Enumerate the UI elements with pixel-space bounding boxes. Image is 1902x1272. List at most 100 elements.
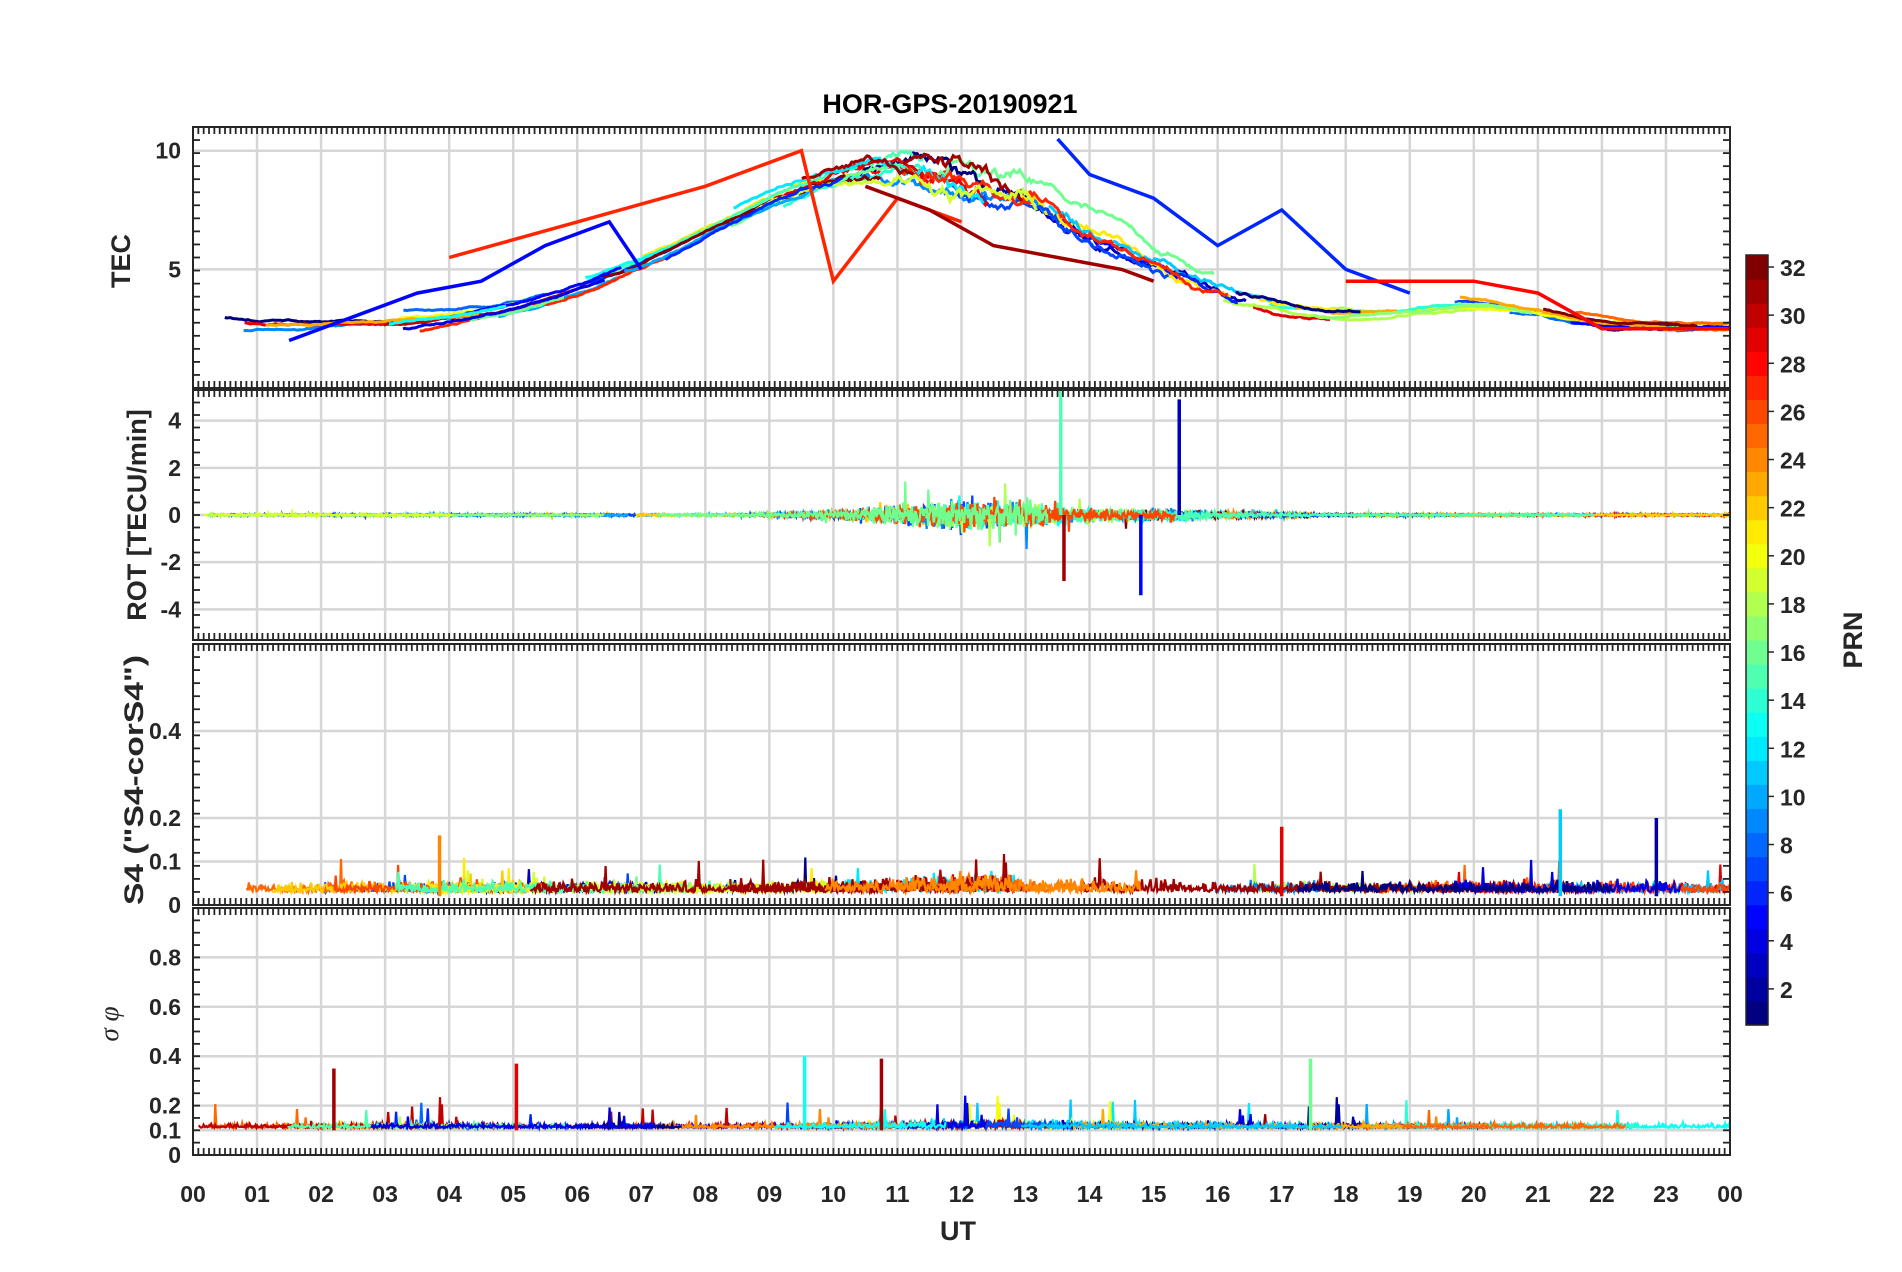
tec-trace (1027, 189, 1229, 298)
tec-trace (1235, 291, 1361, 314)
sigma-ylabel: σ φ (94, 1006, 124, 1041)
sigma-y-ticks: 00.10.2 0.4 0.6 0.8 (149, 944, 181, 1168)
rot-traces (204, 390, 1731, 596)
colorbar-swatch (1746, 952, 1768, 978)
tec-trace (469, 296, 565, 322)
x-tick-label: 07 (628, 1181, 654, 1207)
colorbar-tick-label: 6 (1780, 881, 1793, 907)
y-tick-label: 0 (168, 892, 181, 918)
colorbar-tick-label: 12 (1780, 736, 1806, 762)
tec-series (1056, 137, 1411, 295)
colorbar-swatch (1746, 856, 1768, 882)
y-tick-label: -4 (161, 596, 182, 622)
colorbar-swatch (1746, 640, 1768, 665)
sigma-traces (197, 1056, 1731, 1133)
figure-title: HOR-GPS-20190921 (822, 89, 1077, 119)
panel-tec: 5 10 TEC (106, 126, 1731, 389)
colorbar-tick-label: 8 (1780, 833, 1793, 859)
x-tick-label: 21 (1525, 1181, 1551, 1207)
tec-y-ticks: 5 10 (155, 138, 181, 283)
tec-series (864, 184, 1155, 283)
colorbar-swatch (1746, 543, 1768, 569)
colorbar-swatch (1746, 447, 1768, 473)
colorbar-swatch (1746, 664, 1768, 689)
y-tick-label: 4 (168, 408, 181, 434)
x-axis-ticks: 00 01 02 03 04 05 06 07 08 09 10 11 12 13 14 15 16 17 18 19… (180, 1181, 1743, 1207)
colorbar-tick-label: 24 (1780, 448, 1806, 474)
x-tick-label: 09 (757, 1181, 783, 1207)
tec-trace (602, 173, 846, 279)
tec-traces (224, 137, 1731, 343)
colorbar-swatch (1746, 808, 1768, 834)
colorbar-swatch (1746, 375, 1768, 400)
colorbar-swatch (1746, 591, 1768, 617)
tec-trace (713, 149, 926, 229)
x-tick-label: 03 (372, 1181, 398, 1207)
colorbar-tick-label: 20 (1780, 544, 1806, 570)
colorbar-swatch (1746, 832, 1768, 858)
tec-trace (801, 154, 914, 180)
sigma-trace (1020, 1119, 1343, 1132)
tec-series (288, 219, 643, 343)
x-tick-label: 18 (1333, 1181, 1359, 1207)
rot-trace (656, 497, 1049, 543)
y-tick-label: 0.4 (149, 1043, 181, 1069)
tec-trace (755, 173, 1038, 212)
colorbar-swatch (1746, 351, 1768, 376)
rot-trace (209, 507, 454, 519)
colorbar-swatch (1746, 976, 1768, 1002)
panel-sigma-phi: 00.10.2 0.4 0.6 0.8 σ φ (94, 907, 1731, 1168)
y-tick-label: 0 (168, 1142, 181, 1168)
x-tick-label: 05 (500, 1181, 526, 1207)
y-tick-label: 2 (168, 455, 181, 481)
tec-trace (446, 265, 622, 319)
tec-axes (192, 126, 1731, 389)
tec-trace (937, 157, 1215, 276)
colorbar-swatch (1746, 423, 1768, 449)
x-tick-label: 13 (1013, 1181, 1039, 1207)
colorbar-gradient (1746, 255, 1768, 1026)
y-tick-label: 0.1 (149, 1117, 181, 1143)
tec-trace (664, 176, 844, 261)
colorbar-swatch (1746, 688, 1768, 713)
x-tick-label: 16 (1205, 1181, 1231, 1207)
x-axis-label: UT (940, 1216, 976, 1246)
colorbar-frame (1745, 254, 1769, 1026)
colorbar-tick-label: 18 (1780, 592, 1806, 618)
colorbar-tick-label: 28 (1780, 351, 1806, 377)
colorbar-swatch (1746, 471, 1768, 497)
colorbar-swatch (1746, 495, 1768, 521)
y-tick-label: 0 (168, 502, 181, 528)
tec-trace (1314, 304, 1533, 320)
panel-rot: -4 -2 0 2 4 ROT [TECU/min] (122, 389, 1731, 641)
y-tick-label: 0.4 (149, 718, 181, 744)
colorbar-swatch (1746, 736, 1768, 761)
x-tick-label: 19 (1397, 1181, 1423, 1207)
rot-y-ticks: -4 -2 0 2 4 (161, 408, 182, 623)
colorbar-swatch (1746, 567, 1768, 593)
y-tick-label: 5 (168, 256, 181, 282)
x-tick-label: 20 (1461, 1181, 1487, 1207)
tec-series (1345, 279, 1730, 331)
colorbar-swatch (1746, 904, 1768, 930)
s4-y-ticks: 0 0.1 0.2 0.4 (149, 718, 181, 918)
x-tick-label: 10 (821, 1181, 847, 1207)
x-tick-label: 00 (180, 1181, 206, 1207)
tec-trace (1048, 204, 1273, 302)
y-tick-label: 0.6 (149, 994, 181, 1020)
y-tick-label: 0.2 (149, 1093, 181, 1119)
rot-trace (1163, 507, 1596, 524)
tec-trace (388, 304, 507, 326)
s4-ylabel-group: S4 ("S4-corS4") (119, 655, 149, 905)
colorbar-swatch (1746, 303, 1768, 328)
x-tick-label: 02 (308, 1181, 334, 1207)
tec-trace (1543, 307, 1698, 328)
tec-trace (1459, 295, 1666, 329)
colorbar-tick-label: 32 (1780, 255, 1806, 281)
s4-axes (192, 643, 1731, 906)
rot-axes (192, 389, 1731, 641)
y-tick-label: 0.2 (149, 805, 181, 831)
